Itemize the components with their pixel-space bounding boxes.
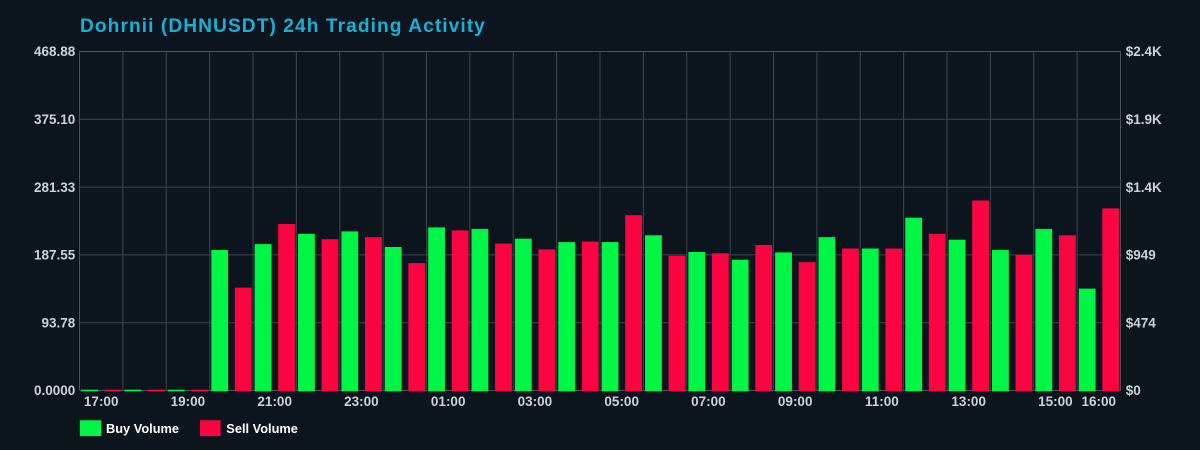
svg-text:09:00: 09:00 (778, 394, 813, 409)
svg-text:17:00: 17:00 (84, 394, 119, 409)
svg-text:187.55: 187.55 (34, 248, 76, 263)
svg-text:03:00: 03:00 (518, 394, 553, 409)
svg-text:Dohrnii (DHNUSDT) 24h Trading: Dohrnii (DHNUSDT) 24h Trading Activity (80, 16, 486, 37)
svg-text:93.78: 93.78 (42, 315, 76, 330)
svg-text:07:00: 07:00 (691, 394, 726, 409)
svg-text:375.10: 375.10 (34, 112, 75, 127)
svg-text:$1.4K: $1.4K (1126, 180, 1162, 195)
svg-text:16:00: 16:00 (1082, 394, 1117, 409)
svg-text:0.0000: 0.0000 (34, 383, 75, 398)
svg-text:23:00: 23:00 (344, 394, 379, 409)
svg-text:05:00: 05:00 (604, 394, 639, 409)
svg-text:$0: $0 (1126, 383, 1141, 398)
svg-text:281.33: 281.33 (34, 180, 76, 195)
svg-text:15:00: 15:00 (1038, 394, 1073, 409)
svg-text:$474: $474 (1126, 315, 1157, 330)
svg-text:19:00: 19:00 (171, 394, 206, 409)
svg-text:$1.9K: $1.9K (1126, 112, 1162, 127)
svg-text:13:00: 13:00 (951, 394, 986, 409)
svg-text:468.88: 468.88 (34, 44, 76, 59)
svg-text:21:00: 21:00 (257, 394, 292, 409)
svg-text:Buy Volume: Buy Volume (106, 421, 179, 436)
svg-text:Sell Volume: Sell Volume (226, 421, 298, 436)
svg-text:01:00: 01:00 (431, 394, 466, 409)
svg-text:11:00: 11:00 (865, 394, 899, 409)
svg-text:$949: $949 (1126, 248, 1156, 263)
svg-text:$2.4K: $2.4K (1126, 44, 1162, 59)
